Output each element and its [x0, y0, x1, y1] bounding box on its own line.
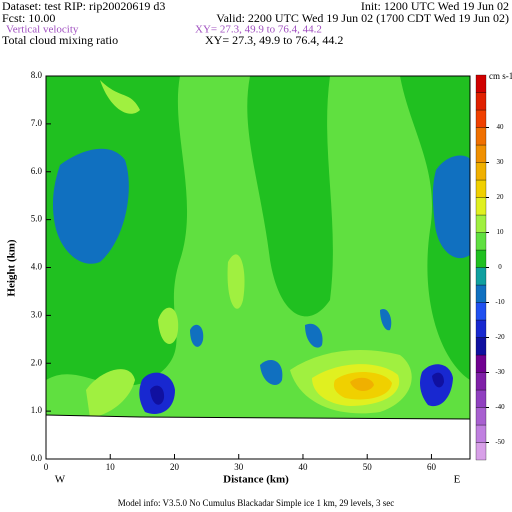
contour-region	[150, 385, 165, 405]
colorbar-tick-label: -30	[495, 368, 505, 376]
contour-region	[100, 80, 140, 114]
colorbar-tick-label: 10	[497, 228, 505, 236]
colorbar-cell	[475, 162, 487, 181]
y-tick-label: 7.0	[31, 118, 43, 128]
colorbar-unit: cm s-1	[489, 71, 512, 81]
colorbar-tick-label: 40	[497, 123, 505, 131]
x-tick-label: 20	[170, 462, 180, 472]
colorbar-tick-label: 0	[498, 263, 502, 271]
field1: Vertical velocity	[6, 24, 79, 36]
field2-xy: XY= 27.3, 49.9 to 76.4, 44.2	[205, 33, 343, 47]
colorbar-cell	[475, 407, 487, 426]
y-tick-label: 0.0	[31, 453, 43, 463]
x-axis-label: Distance (km)	[223, 474, 289, 486]
colorbar-cell	[475, 319, 487, 338]
terrain	[46, 415, 470, 459]
x-tick-label: 10	[106, 462, 116, 472]
contour-region	[400, 76, 470, 380]
y-tick-label: 5.0	[31, 214, 43, 224]
contour-region	[52, 148, 129, 264]
colorbar-tick-label: -50	[495, 438, 505, 446]
contour-region	[227, 254, 245, 309]
x-tick-label: 0	[44, 462, 49, 472]
colorbar-cell	[475, 372, 487, 391]
colorbar-cell	[475, 144, 487, 163]
colorbar-cell	[475, 284, 487, 303]
x-tick-label: 30	[234, 462, 244, 472]
colorbar-cell	[475, 214, 487, 233]
x-tick-label: 50	[363, 462, 373, 472]
colorbar-cell	[475, 424, 487, 443]
field1-xy: XY= 27.3, 49.9 to 76.4, 44.2	[195, 24, 322, 36]
y-tick-label: 1.0	[31, 405, 43, 415]
contour-region	[86, 369, 135, 418]
colorbar-tick-label: 20	[497, 193, 505, 201]
x-end-label: W	[55, 474, 66, 486]
colorbar-cell	[475, 92, 487, 111]
init: Init: 1200 UTC Wed 19 Jun 02	[361, 0, 509, 13]
y-tick-label: 8.0	[31, 70, 43, 80]
x-tick-label: 40	[298, 462, 308, 472]
contour-region	[432, 155, 470, 259]
colorbar-cell	[475, 302, 487, 321]
contour-region	[305, 323, 323, 348]
contour-region	[158, 307, 179, 344]
colorbar-tick-label: -10	[495, 298, 505, 306]
colorbar-cell	[475, 337, 487, 356]
colorbar-cell	[475, 232, 487, 251]
colorbar-cell	[475, 109, 487, 128]
colorbar-cell	[475, 354, 487, 373]
y-axis-label: Height (km)	[6, 239, 18, 296]
terrain-line	[45, 414, 471, 420]
contour-region	[247, 76, 333, 317]
footer: Model info: V3.5.0 No Cumulus Blackadar …	[118, 498, 395, 508]
dataset: Dataset: test RIP: rip20020619 d3	[2, 0, 165, 13]
colorbar-cell	[475, 389, 487, 408]
x-tick-label: 60	[427, 462, 437, 472]
valid: Valid: 2200 UTC Wed 19 Jun 02 (1700 CDT …	[216, 11, 509, 25]
contour-region	[380, 309, 392, 331]
colorbar-tick-label: -20	[495, 333, 505, 341]
colorbar-cell	[475, 197, 487, 216]
field2: Total cloud mixing ratio	[2, 33, 118, 47]
contour-region	[260, 360, 283, 385]
colorbar-cell	[475, 267, 487, 286]
colorbar-cell	[475, 249, 487, 268]
colorbar-cell	[475, 127, 487, 146]
contour-region	[432, 372, 444, 388]
x-end-label: E	[454, 474, 461, 486]
fcst: Fcst: 10.00	[2, 11, 55, 25]
contour-region	[190, 324, 204, 347]
y-tick-label: 3.0	[31, 309, 43, 319]
y-tick-label: 6.0	[31, 166, 43, 176]
colorbar-tick-label: -40	[495, 403, 505, 411]
y-tick-label: 4.0	[31, 262, 43, 272]
colorbar-cell	[475, 179, 487, 198]
contour-region	[350, 377, 374, 392]
y-tick-label: 2.0	[31, 357, 43, 367]
colorbar-tick-label: 30	[497, 158, 505, 166]
colorbar-cell	[475, 442, 487, 461]
colorbar-cell	[475, 74, 487, 93]
contour-field	[45, 76, 471, 459]
